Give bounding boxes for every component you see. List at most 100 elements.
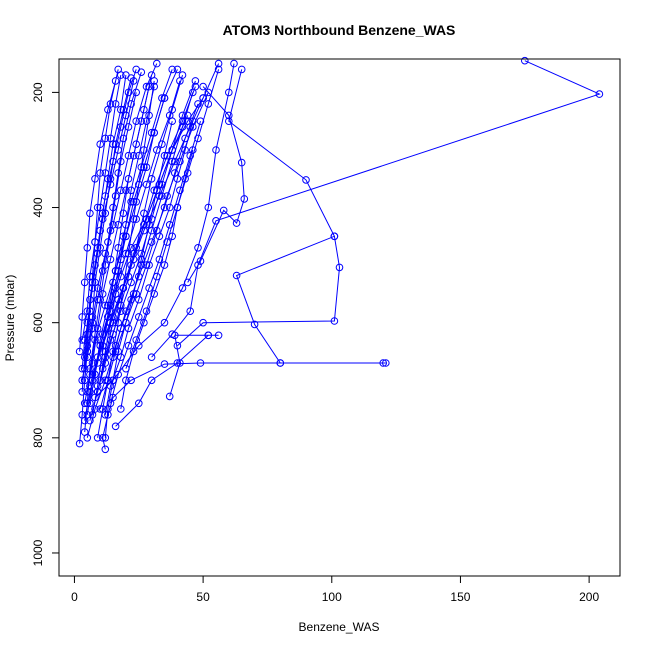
data-point: [225, 88, 233, 97]
data-point: [117, 405, 125, 413]
data-point: [225, 111, 233, 120]
x-axis-label: Benzene_WAS: [299, 620, 380, 634]
data-point: [178, 284, 187, 292]
data-point: [106, 255, 115, 264]
data-point: [101, 169, 110, 177]
profile-line: [102, 362, 386, 450]
profile-series-39: [109, 88, 197, 362]
data-point: [106, 175, 115, 183]
data-point: [75, 439, 84, 448]
data-point: [214, 331, 223, 340]
data-point: [117, 255, 125, 264]
profile-line: [81, 75, 127, 369]
data-point: [168, 117, 176, 125]
data-point: [160, 203, 169, 212]
data-point: [91, 278, 99, 287]
data-point: [160, 94, 169, 102]
data-point: [129, 198, 138, 206]
profile-line: [110, 121, 201, 404]
data-point: [595, 90, 604, 98]
data-point: [379, 359, 388, 367]
data-point: [117, 105, 125, 114]
data-point: [86, 388, 94, 396]
data-point: [135, 180, 143, 189]
data-point: [124, 341, 133, 350]
data-point: [101, 445, 110, 454]
data-point: [83, 307, 92, 316]
data-point: [111, 290, 120, 298]
data-point: [96, 244, 104, 252]
data-point: [129, 249, 138, 258]
data-point: [80, 376, 89, 385]
profile-line: [81, 75, 122, 341]
data-point: [80, 416, 89, 425]
data-point: [214, 59, 223, 68]
data-point: [135, 295, 143, 304]
data-point: [104, 376, 112, 385]
data-point: [232, 271, 241, 280]
data-point: [178, 117, 187, 125]
data-point: [240, 195, 249, 203]
data-point: [119, 134, 128, 143]
data-point: [127, 376, 135, 385]
data-point: [165, 203, 174, 212]
data-point: [124, 123, 133, 131]
data-point: [153, 272, 161, 281]
data-point: [204, 203, 213, 212]
data-point: [158, 192, 166, 200]
data-point: [132, 88, 140, 97]
data-point: [96, 336, 104, 344]
data-point: [91, 175, 99, 183]
data-point: [194, 134, 202, 143]
x-tick-label: 150: [450, 590, 470, 604]
data-point: [194, 244, 202, 252]
data-point: [199, 318, 207, 327]
data-point: [237, 65, 246, 74]
data-point: [83, 244, 92, 252]
data-point: [83, 388, 92, 396]
data-point: [145, 82, 153, 91]
data-point: [150, 77, 158, 85]
data-point: [80, 364, 89, 373]
data-point: [122, 249, 130, 258]
data-point: [104, 301, 112, 310]
data-point: [176, 157, 184, 166]
data-point: [178, 123, 187, 131]
data-point: [114, 244, 122, 252]
data-point: [98, 290, 107, 298]
data-point: [173, 359, 182, 367]
data-point: [117, 186, 125, 195]
profile-series-27: [106, 117, 205, 408]
profile-line: [86, 72, 142, 358]
data-point: [109, 353, 117, 362]
data-point: [117, 157, 125, 166]
data-point: [119, 284, 128, 292]
data-point: [194, 100, 202, 108]
data-point: [122, 376, 130, 385]
data-point: [98, 434, 107, 442]
data-point: [140, 105, 148, 114]
data-point: [199, 94, 207, 102]
profile-line: [89, 69, 173, 404]
data-point: [140, 146, 148, 154]
data-point: [158, 94, 166, 102]
data-point: [86, 272, 94, 281]
profile-series-group: [75, 56, 604, 454]
data-point: [137, 68, 146, 76]
y-tick-label: 1000: [31, 539, 45, 566]
data-point: [145, 261, 153, 269]
data-point: [117, 71, 125, 79]
data-point: [521, 56, 529, 65]
data-point: [98, 405, 107, 413]
profile-line: [151, 60, 601, 358]
data-point: [101, 209, 110, 218]
data-point: [101, 261, 110, 269]
data-point: [127, 295, 135, 304]
data-point: [124, 175, 133, 183]
data-point: [212, 146, 220, 154]
data-point: [80, 336, 89, 344]
data-point: [189, 146, 197, 154]
data-point: [196, 359, 205, 367]
data-point: [129, 215, 138, 223]
